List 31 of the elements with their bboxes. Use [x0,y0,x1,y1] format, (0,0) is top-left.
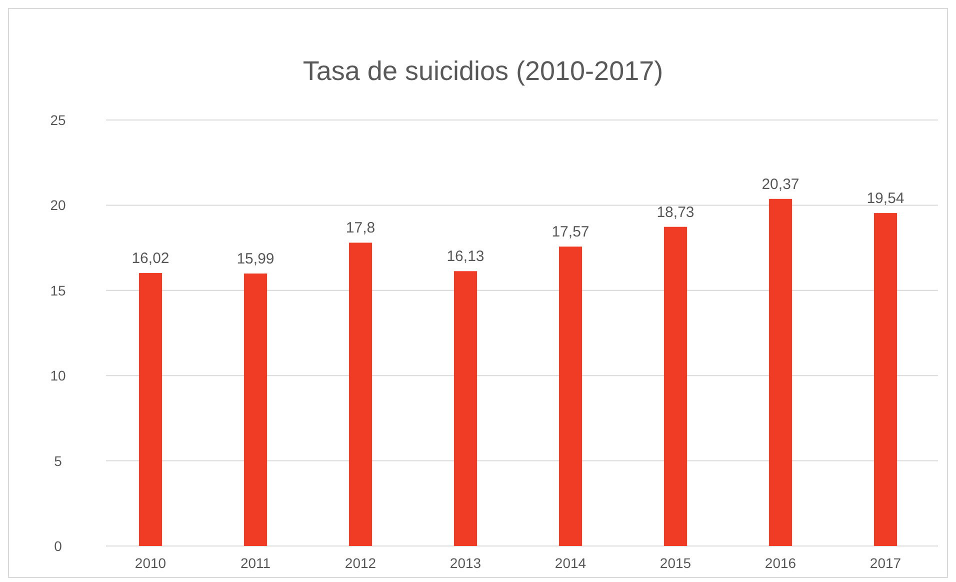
y-tick-label: 15 [50,282,66,298]
x-tick-label: 2017 [870,555,902,571]
y-tick-label: 5 [54,452,62,469]
x-tick-label: 2012 [344,555,376,571]
bar [454,271,478,546]
data-label: 17,8 [346,220,376,237]
data-label: 16,02 [132,250,170,268]
x-tick-label: 2011 [240,555,271,571]
data-label: 15,99 [236,250,274,268]
bar [664,226,688,546]
bar [348,242,372,546]
y-tick-label: 25 [50,112,66,128]
chart-title: Tasa de suicidios (2010-2017) [302,56,664,86]
y-tick-label: 20 [50,197,66,214]
bar [874,213,898,546]
data-label: 18,73 [656,204,694,221]
bar [244,274,268,546]
bar [138,273,162,546]
data-label: 19,54 [866,190,904,208]
x-tick-label: 2015 [660,555,692,571]
bar [768,198,792,546]
x-tick-label: 2016 [764,555,796,571]
data-label: 20,37 [762,176,800,193]
data-label: 16,13 [446,248,484,266]
data-label: 17,57 [552,224,590,241]
y-tick-label: 10 [50,368,66,384]
x-tick-label: 2010 [134,555,166,571]
x-tick-label: 2014 [554,555,586,571]
bar [558,246,582,546]
x-tick-label: 2013 [450,555,482,571]
y-tick-label: 0 [54,538,62,554]
